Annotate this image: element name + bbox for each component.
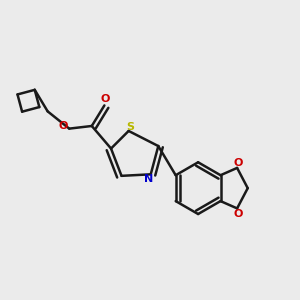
Text: O: O [58, 121, 68, 131]
Text: O: O [233, 158, 242, 168]
Text: S: S [126, 122, 134, 132]
Text: O: O [233, 209, 242, 219]
Text: N: N [144, 174, 154, 184]
Text: O: O [100, 94, 110, 104]
